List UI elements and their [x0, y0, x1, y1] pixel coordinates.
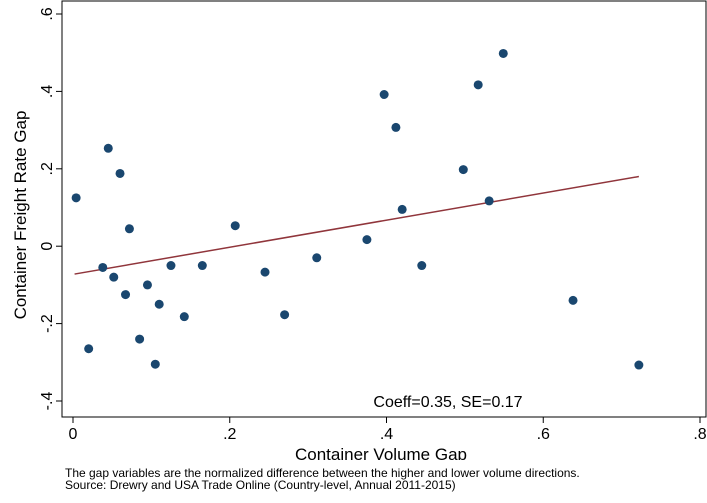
data-point — [179, 312, 189, 322]
x-axis: 0 .2 .4 .6 .8 — [69, 417, 707, 443]
y-axis: -.4 -.2 0 .2 .4 .6 — [39, 7, 62, 410]
data-point — [312, 253, 322, 263]
data-point — [98, 262, 108, 272]
footnote-line-2: Source: Drewry and USA Trade Online (Cou… — [65, 478, 456, 492]
y-tick-label: .2 — [39, 162, 56, 175]
footnote-line-1: The gap variables are the normalized dif… — [65, 466, 580, 480]
data-point — [115, 168, 125, 178]
data-point — [84, 344, 94, 354]
scatter-chart: 0 .2 .4 .6 .8 -.4 -.2 0 .2 .4 .6 Coeff=0.35, SE=0… — [0, 0, 707, 460]
data-point — [135, 334, 145, 344]
data-point — [362, 235, 372, 245]
data-point — [484, 196, 494, 206]
x-tick-label: .2 — [223, 426, 236, 443]
y-tick-label: -.4 — [39, 392, 56, 411]
y-tick-label: 0 — [39, 242, 56, 251]
data-point — [197, 261, 207, 271]
data-point — [150, 359, 160, 369]
data-point — [71, 193, 81, 203]
plot-border — [61, 0, 707, 418]
data-point — [103, 143, 113, 153]
data-point — [458, 165, 468, 175]
points-layer — [71, 48, 644, 370]
data-point — [230, 221, 240, 231]
data-point — [124, 224, 134, 234]
data-point — [280, 310, 290, 320]
data-point — [568, 295, 578, 305]
y-tick-label: -.2 — [39, 314, 56, 333]
x-tick-label: .4 — [380, 426, 393, 443]
data-point — [121, 290, 131, 300]
data-point — [391, 122, 401, 132]
chart-background — [0, 0, 707, 460]
data-point — [166, 261, 176, 271]
x-axis-title: Container Volume Gap — [295, 445, 467, 460]
y-tick-label: .6 — [39, 7, 56, 20]
x-tick-label: .6 — [537, 426, 550, 443]
x-tick-label: .8 — [693, 426, 706, 443]
fit-line — [74, 175, 639, 275]
data-point — [154, 299, 164, 309]
y-axis-title: Container Freight Rate Gap — [11, 111, 30, 320]
data-point — [417, 261, 427, 271]
data-point — [109, 272, 119, 282]
coefficient-annotation: Coeff=0.35, SE=0.17 — [373, 394, 522, 411]
data-point — [260, 267, 270, 277]
data-point — [634, 360, 644, 370]
data-point — [142, 280, 152, 290]
x-tick-label: 0 — [69, 426, 78, 443]
fit-line-layer — [74, 175, 639, 275]
y-tick-label: .4 — [39, 85, 56, 98]
data-point — [379, 89, 389, 99]
data-point — [498, 48, 508, 58]
data-point — [397, 204, 407, 214]
plot-frame — [61, 0, 707, 418]
data-point — [473, 80, 483, 90]
